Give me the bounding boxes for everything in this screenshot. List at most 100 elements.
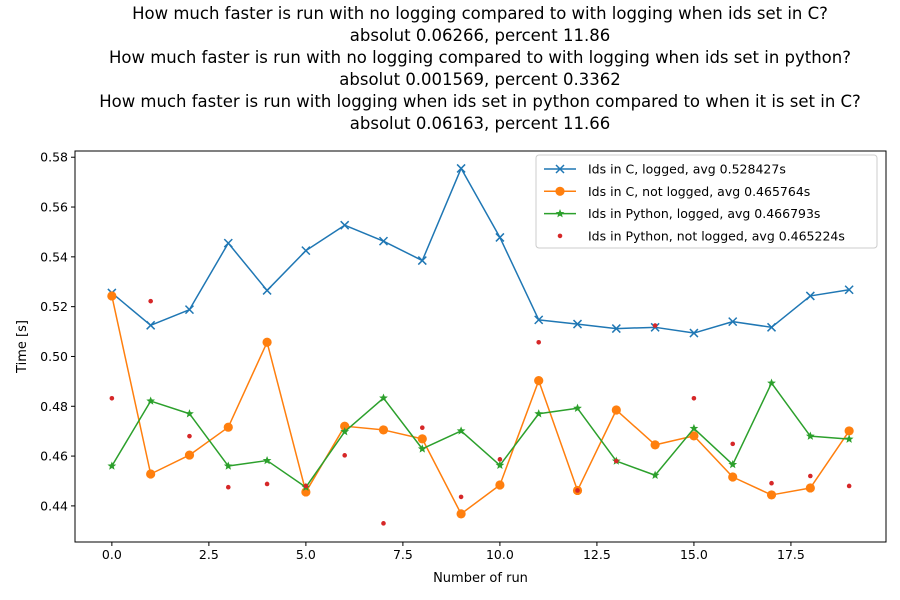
data-point <box>107 291 117 301</box>
data-point <box>223 238 233 248</box>
title-line: absolut 0.001569, percent 0.3362 <box>339 70 620 89</box>
series-4 <box>109 298 852 526</box>
data-point <box>262 455 272 465</box>
legend: Ids in C, logged, avg 0.528427s Ids in C,… <box>535 154 878 249</box>
data-point <box>534 315 544 325</box>
data-point <box>303 483 309 489</box>
data-point <box>495 232 505 242</box>
y-tick-label: 0.54 <box>40 249 68 264</box>
data-point <box>846 483 852 489</box>
data-point <box>728 459 738 469</box>
data-point <box>417 434 427 444</box>
data-point <box>536 339 542 345</box>
data-point <box>572 319 583 329</box>
legend-marker <box>555 164 565 174</box>
data-point <box>148 298 153 304</box>
data-point <box>225 484 231 490</box>
data-point <box>187 433 192 439</box>
data-point <box>611 324 621 334</box>
legend-label: Ids in Python, not logged, avg 0.465224s <box>588 228 845 243</box>
data-point <box>223 422 233 432</box>
y-tick-label: 0.58 <box>40 150 68 165</box>
data-point <box>497 457 503 462</box>
x-tick-label: 7.5 <box>393 547 413 562</box>
data-point <box>844 426 854 436</box>
data-point <box>146 320 156 330</box>
data-point <box>805 431 815 440</box>
data-point <box>340 427 350 436</box>
data-point <box>808 473 813 479</box>
data-point <box>614 458 619 464</box>
y-tick-label: 0.46 <box>40 449 68 464</box>
data-point <box>573 403 582 412</box>
x-tick-label: 10.0 <box>486 547 514 562</box>
y-tick-label: 0.48 <box>40 399 68 414</box>
data-point <box>456 509 466 519</box>
data-point <box>419 425 425 430</box>
y-tick-label: 0.56 <box>40 200 68 215</box>
legend-label: Ids in C, logged, avg 0.528427s <box>588 162 786 177</box>
legend-entry: Ids in C, not logged, avg 0.465764s <box>544 184 810 199</box>
data-point <box>534 376 544 386</box>
data-point <box>650 440 660 450</box>
data-point <box>456 426 466 435</box>
plot-area <box>74 150 887 543</box>
data-point <box>730 441 736 447</box>
data-point <box>301 246 311 256</box>
data-point <box>691 396 697 401</box>
data-point <box>342 453 347 458</box>
data-point <box>728 317 738 327</box>
data-point <box>109 396 115 401</box>
data-point <box>689 328 699 338</box>
data-point <box>264 481 270 487</box>
data-point <box>417 256 427 266</box>
data-point <box>184 450 195 460</box>
data-point <box>805 291 815 301</box>
legend-entry: Ids in C, logged, avg 0.528427s <box>544 162 786 177</box>
series-2 <box>107 291 854 519</box>
x-axis-label: Number of run <box>433 571 528 586</box>
x-tick-label: 5.0 <box>296 547 316 562</box>
series-1 <box>107 163 854 338</box>
data-point <box>340 220 350 230</box>
data-point <box>146 469 156 479</box>
data-point <box>689 423 699 433</box>
legend-entry: Ids in Python, not logged, avg 0.465224s <box>557 228 845 243</box>
chart-title: How much faster is run with no logging c… <box>99 4 861 133</box>
data-point <box>381 521 386 526</box>
data-point <box>458 494 464 500</box>
data-point <box>340 421 350 431</box>
y-tick-label: 0.52 <box>40 299 68 314</box>
data-point <box>766 490 777 500</box>
x-tick-label: 12.5 <box>583 547 611 562</box>
series-group <box>107 163 854 526</box>
data-point <box>495 460 505 470</box>
series-line <box>111 295 850 515</box>
legend-marker <box>555 209 565 218</box>
x-tick-label: 17.5 <box>777 547 805 562</box>
x-tick-label: 2.5 <box>199 547 219 562</box>
data-point <box>650 470 660 479</box>
data-point <box>534 409 544 418</box>
x-axis: 0.0 2.5 5.0 7.5 10.0 12.5 15.0 17.5 <box>102 542 805 562</box>
x-tick-label: 0.0 <box>102 547 122 562</box>
data-point <box>611 405 621 415</box>
data-point <box>107 461 117 470</box>
data-point <box>766 322 777 332</box>
legend-label: Ids in Python, logged, avg 0.466793s <box>588 206 820 221</box>
data-point <box>379 393 388 402</box>
data-point <box>805 483 815 493</box>
title-line: How much faster is run with no logging c… <box>132 4 828 23</box>
legend-marker <box>555 186 565 196</box>
data-point <box>767 378 776 387</box>
title-line: How much faster is run with logging when… <box>99 92 861 111</box>
title-line: absolut 0.06163, percent 11.66 <box>350 114 610 133</box>
y-axis-label: Time [s] <box>15 320 30 374</box>
series-line <box>111 382 850 488</box>
legend-box <box>535 154 878 249</box>
legend-entry: Ids in Python, logged, avg 0.466793s <box>544 206 820 221</box>
y-tick-label: 0.50 <box>40 349 68 364</box>
data-point <box>769 480 774 486</box>
data-point <box>417 444 427 453</box>
y-tick-label: 0.44 <box>40 498 68 513</box>
